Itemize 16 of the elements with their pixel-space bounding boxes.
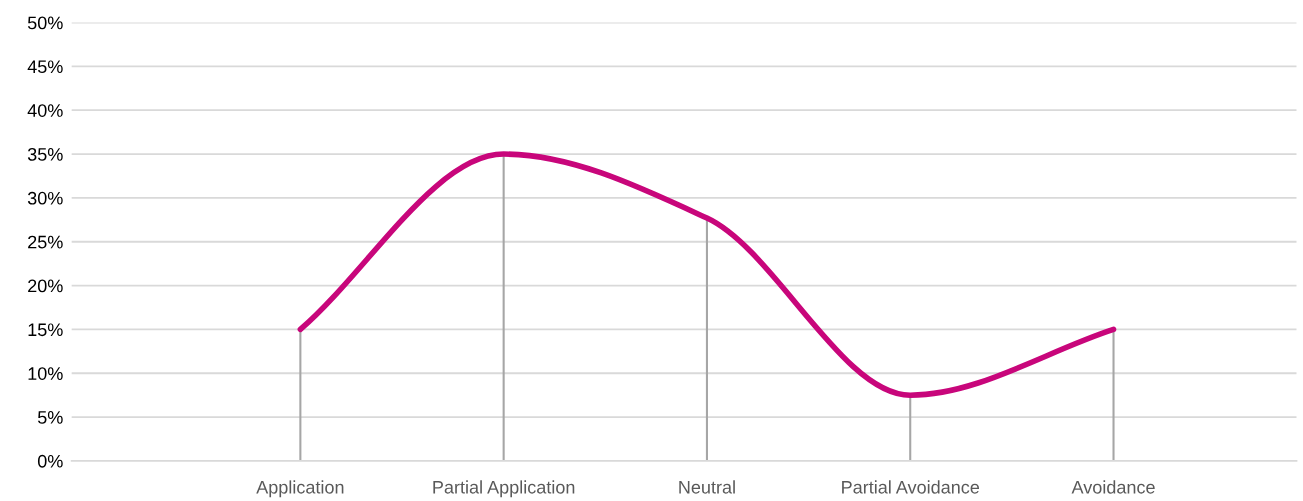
x-tick-label: Partial Application (433, 480, 575, 498)
y-tick-label: 45% (27, 60, 63, 74)
x-tick-label: Application (256, 480, 344, 498)
y-tick-label: 30% (27, 191, 63, 205)
y-tick-label: 35% (27, 147, 63, 161)
y-tick-label: 10% (28, 367, 63, 380)
y-tick-label: 15% (28, 323, 63, 337)
y-tick-label: 20% (28, 279, 63, 293)
y-tick-label: 5% (37, 411, 63, 424)
x-tick-label: Partial Avoidance (842, 480, 980, 494)
x-tick-label: Neutral (679, 480, 735, 494)
y-tick-label: 0% (37, 454, 63, 468)
x-tick-label: Avoidance (1071, 480, 1155, 494)
y-tick-label: 40% (27, 104, 63, 117)
y-tick-label: 25% (28, 235, 63, 249)
y-tick-label: 50% (27, 16, 63, 30)
